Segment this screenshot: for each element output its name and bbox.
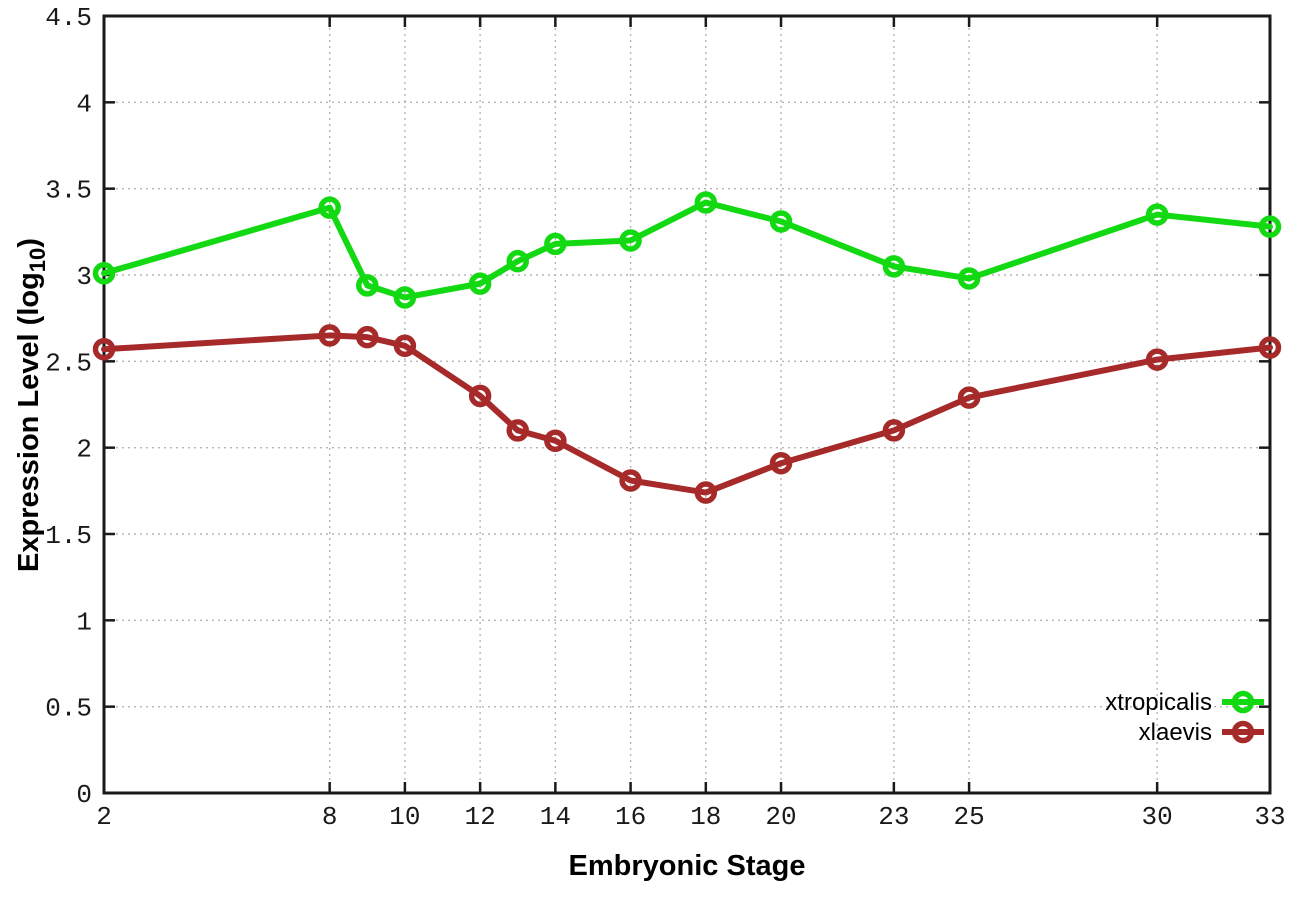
data-point-xlaevis [769, 451, 793, 475]
data-point-xtropicalis [882, 255, 906, 278]
series-line-xlaevis [101, 332, 1273, 496]
x-axis-title: Embryonic Stage [569, 850, 806, 882]
y-tick-label: 0 [76, 780, 92, 810]
x-tick-label: 16 [615, 802, 646, 832]
legend-label-xlaevis: xlaevis [1139, 719, 1212, 746]
y-tick-label: 1.5 [45, 521, 92, 551]
x-tick-label: 20 [765, 802, 796, 832]
y-tick-label: 0.5 [45, 694, 92, 724]
data-point-xtropicalis [92, 262, 116, 285]
series-xtropicalis [92, 191, 1282, 309]
data-point-xlaevis [318, 324, 341, 347]
series-xlaevis [92, 324, 1282, 504]
data-point-xlaevis [619, 469, 642, 492]
data-point-xlaevis [1145, 348, 1169, 371]
grid-lines [104, 16, 1270, 793]
data-point-xtropicalis [1145, 203, 1169, 226]
x-tick-label: 10 [389, 802, 420, 832]
data-point-xtropicalis [318, 196, 341, 219]
data-point-xtropicalis [393, 286, 417, 309]
y-tick-label: 2 [76, 435, 92, 465]
y-tick-label: 4 [76, 89, 92, 119]
data-point-xtropicalis [957, 267, 981, 290]
data-point-xtropicalis [468, 272, 492, 295]
data-point-xlaevis [468, 384, 492, 408]
data-point-xtropicalis [1258, 215, 1282, 238]
x-tick-label: 30 [1142, 802, 1173, 832]
data-point-xtropicalis [544, 232, 567, 256]
axis-ticks [102, 14, 1272, 795]
legend-label-xtropicalis: xtropicalis [1105, 689, 1212, 716]
plot-border-rect [102, 14, 1272, 795]
series-line-xtropicalis [101, 199, 1273, 301]
data-point-xlaevis [882, 419, 906, 442]
y-tick-label: 3.5 [45, 176, 92, 206]
data-point-xtropicalis [506, 249, 529, 273]
data-point-xtropicalis [769, 210, 793, 233]
data-point-xtropicalis [694, 191, 718, 214]
data-point-xlaevis [1258, 336, 1282, 359]
data-point-xlaevis [544, 429, 567, 453]
x-tick-label: 2 [96, 802, 112, 832]
data-point-xlaevis [506, 419, 529, 442]
x-tick-label: 25 [953, 802, 984, 832]
y-axis-title-subscript: 10 [25, 248, 50, 272]
x-tick-label: 33 [1254, 802, 1285, 832]
legend-sample-marker-xlaevis [1231, 720, 1255, 744]
legend: xtropicalis xlaevis [1105, 689, 1264, 746]
data-point-xlaevis [92, 337, 116, 361]
legend-sample-marker-xtropicalis [1231, 690, 1255, 714]
y-axis-title-main: Expression Level (log [13, 272, 45, 572]
data-point-xtropicalis [619, 229, 642, 252]
y-axis-title-close: ) [13, 238, 45, 248]
data-point-xlaevis [393, 334, 417, 358]
y-tick-label: 2.5 [45, 348, 92, 378]
tick-labels: 2 8 10 12 14 16 18 20 23 25 30 33 0 0.5 1 1.5 2 2.5 3 3.5 4 4… [45, 3, 1285, 832]
data-point-xlaevis [694, 481, 718, 504]
plot-border [102, 14, 1272, 795]
x-tick-label: 8 [322, 802, 338, 832]
x-tick-label: 12 [465, 802, 496, 832]
x-tick-label: 23 [878, 802, 909, 832]
y-tick-label: 1 [76, 607, 92, 637]
data-series [92, 191, 1282, 504]
x-tick-label: 18 [690, 802, 721, 832]
y-axis-title: Expression Level (log10) [13, 238, 50, 572]
data-point-xtropicalis [356, 274, 379, 297]
y-tick-label: 4.5 [45, 3, 92, 33]
data-point-xlaevis [356, 325, 379, 349]
data-point-xlaevis [957, 386, 981, 409]
y-tick-label: 3 [76, 262, 92, 292]
x-tick-label: 14 [540, 802, 571, 832]
